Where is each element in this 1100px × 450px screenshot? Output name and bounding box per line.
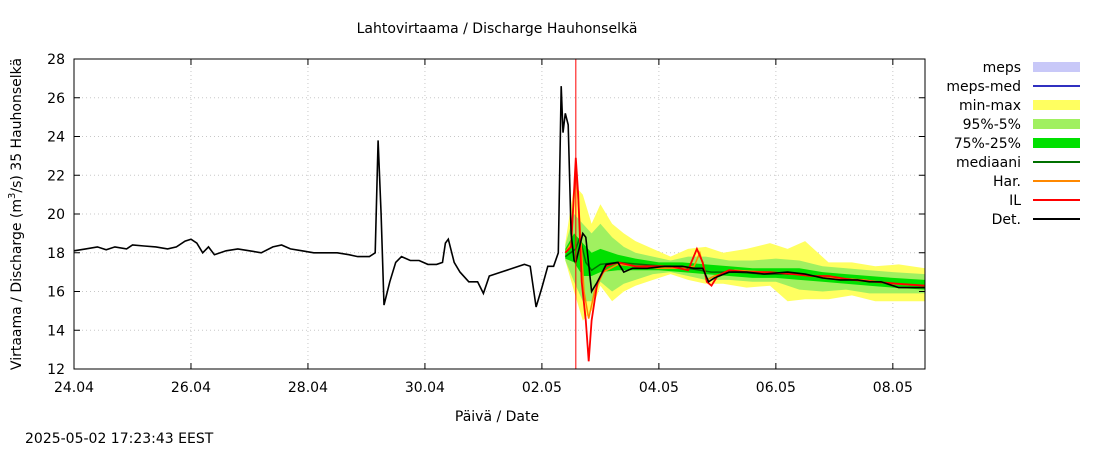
legend-swatch [1033,119,1080,129]
x-tick-label: 28.04 [288,380,328,396]
legend-label: Det. [992,212,1021,228]
y-axis-label: Virtaama / Discharge (m3/s) 35 Hauhonsel… [7,58,25,370]
x-tick-label: 04.05 [639,380,679,396]
legend-label: meps-med [946,79,1021,95]
y-tick-label: 28 [47,52,65,68]
x-tick-label: 06.05 [756,380,796,396]
legend-swatch [1033,138,1080,148]
y-tick-label: 14 [47,323,65,339]
legend-swatch [1033,100,1080,110]
plot-frame [73,58,926,370]
chart-title: Lahtovirtaama / Discharge Hauhonselkä [357,21,638,37]
x-tick-label: 30.04 [405,380,445,396]
det-forecast-line [575,231,925,294]
legend-label: mediaani [956,155,1021,171]
grid [74,59,925,369]
y-tick-label: 18 [47,246,65,262]
y-tick-label: 24 [47,130,65,146]
legend-label: Har. [993,174,1021,190]
legend: meps meps-med min-max 95%-5% 75%-25% mediaani… [946,60,1080,228]
y-tick-label: 12 [47,362,65,378]
y-tick-label: 16 [47,285,65,301]
x-axis-label: Päivä / Date [455,409,539,425]
x-tick-label: 08.05 [873,380,913,396]
legend-swatch [1033,62,1080,72]
det-observed-line [73,86,577,308]
legend-label: meps [983,60,1021,76]
legend-label: min-max [959,98,1021,114]
x-tick-label: 02.05 [522,380,562,396]
series-lines [73,59,926,369]
legend-label: IL [1009,193,1021,209]
timestamp: 2025-05-02 17:23:43 EEST [25,431,214,447]
x-tick-label: 24.04 [54,380,94,396]
forecast-bands [565,184,925,321]
axis-ticks: 12 14 16 18 20 22 24 26 28 24.04 26.04 28.04 30.04 02… [47,52,925,396]
x-tick-label: 26.04 [171,380,211,396]
legend-label: 95%-5% [963,117,1021,133]
y-tick-label: 22 [47,168,65,184]
legend-label: 75%-25% [954,136,1021,152]
p75-25-band [565,233,925,290]
y-tick-label: 26 [47,91,65,107]
y-tick-label: 20 [47,207,65,223]
